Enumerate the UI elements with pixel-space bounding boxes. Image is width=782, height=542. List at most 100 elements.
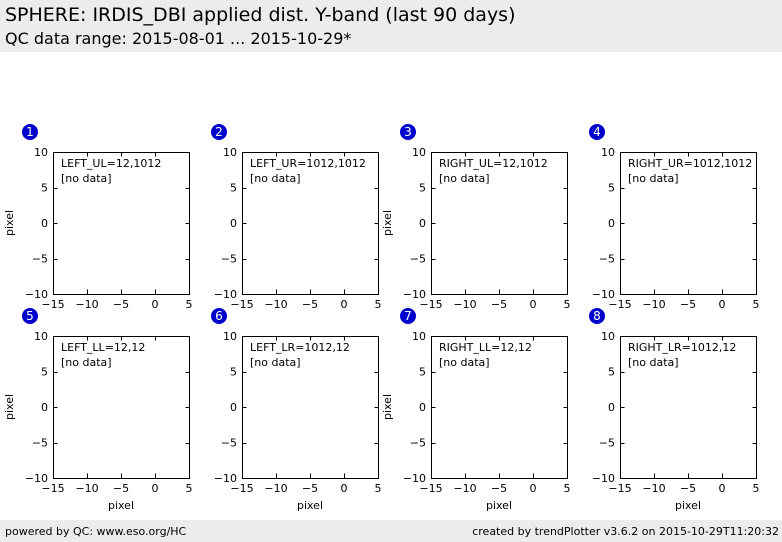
x-tick-label: −10 bbox=[75, 298, 98, 311]
y-tick-label: 10 bbox=[34, 146, 48, 159]
y-tick-label: −5 bbox=[410, 253, 426, 266]
y-tick-label: 0 bbox=[608, 401, 615, 414]
panel-annotation: LEFT_LR=1012,12 bbox=[250, 341, 350, 354]
y-tick-label: 10 bbox=[223, 330, 237, 343]
page-subtitle: QC data range: 2015-08-01 ... 2015-10-29… bbox=[5, 29, 352, 48]
panel-badge bbox=[211, 308, 227, 324]
y-tick-label: 0 bbox=[608, 217, 615, 230]
x-tick-label: −10 bbox=[75, 482, 98, 495]
x-tick-label: 0 bbox=[152, 482, 159, 495]
x-tick-label: −15 bbox=[419, 298, 442, 311]
x-tick-label: −15 bbox=[41, 482, 64, 495]
plot-frame bbox=[431, 152, 568, 295]
x-tick-label: 5 bbox=[375, 298, 382, 311]
x-tick-label: −5 bbox=[302, 298, 318, 311]
y-tick-label: −10 bbox=[592, 472, 615, 485]
y-tick-label: 5 bbox=[419, 182, 426, 195]
y-tick-label: 5 bbox=[41, 182, 48, 195]
x-tick-label: 5 bbox=[375, 482, 382, 495]
x-tick-label: −10 bbox=[264, 482, 287, 495]
y-tick-label: −10 bbox=[214, 288, 237, 301]
panel-annotation: RIGHT_UL=12,1012 bbox=[439, 157, 548, 170]
plot-frame bbox=[53, 336, 190, 479]
no-data-label: [no data] bbox=[628, 172, 679, 185]
x-tick-label: 5 bbox=[564, 482, 571, 495]
x-tick-label: 0 bbox=[719, 482, 726, 495]
x-tick-label: 5 bbox=[564, 298, 571, 311]
y-tick-label: −10 bbox=[403, 288, 426, 301]
panel-annotation: RIGHT_LR=1012,12 bbox=[628, 341, 736, 354]
x-tick-label: −10 bbox=[453, 482, 476, 495]
plot-frame bbox=[620, 152, 757, 295]
y-tick-label: 0 bbox=[230, 217, 237, 230]
y-tick-label: 5 bbox=[608, 366, 615, 379]
y-tick-label: −5 bbox=[221, 437, 237, 450]
no-data-label: [no data] bbox=[439, 172, 490, 185]
x-tick-label: −5 bbox=[302, 482, 318, 495]
y-tick-label: −5 bbox=[32, 253, 48, 266]
plot-frame bbox=[620, 336, 757, 479]
x-tick-label: −10 bbox=[264, 298, 287, 311]
y-tick-label: 0 bbox=[419, 401, 426, 414]
panel-annotation: RIGHT_UR=1012,1012 bbox=[628, 157, 752, 170]
x-tick-label: 0 bbox=[530, 482, 537, 495]
x-tick-label: −10 bbox=[642, 482, 665, 495]
y-tick-label: −5 bbox=[599, 437, 615, 450]
y-tick-label: 10 bbox=[34, 330, 48, 343]
panel-annotation: LEFT_UR=1012,1012 bbox=[250, 157, 366, 170]
panel-badge-label: 3 bbox=[404, 125, 412, 139]
panel-annotation: RIGHT_LL=12,12 bbox=[439, 341, 532, 354]
panel-badge bbox=[400, 124, 416, 140]
y-tick-label: −5 bbox=[599, 253, 615, 266]
panel-badge bbox=[589, 124, 605, 140]
x-tick-label: −15 bbox=[419, 482, 442, 495]
no-data-label: [no data] bbox=[250, 356, 301, 369]
x-tick-label: −15 bbox=[41, 298, 64, 311]
x-tick-label: 5 bbox=[753, 482, 760, 495]
page-footer: powered by QC: www.eso.org/HC created by… bbox=[0, 520, 782, 542]
x-tick-label: −10 bbox=[642, 298, 665, 311]
y-tick-label: −10 bbox=[25, 472, 48, 485]
x-axis-label: pixel bbox=[486, 499, 512, 512]
y-tick-label: 10 bbox=[223, 146, 237, 159]
x-tick-label: −5 bbox=[680, 298, 696, 311]
y-axis-label: pixel bbox=[381, 394, 394, 420]
y-tick-label: −5 bbox=[32, 437, 48, 450]
no-data-label: [no data] bbox=[250, 172, 301, 185]
footer-powered-by: powered by QC: www.eso.org/HC bbox=[5, 525, 187, 538]
x-tick-label: −15 bbox=[230, 482, 253, 495]
panel-badge bbox=[211, 124, 227, 140]
panel-badge bbox=[22, 308, 38, 324]
x-tick-label: −5 bbox=[113, 482, 129, 495]
y-tick-label: 5 bbox=[41, 366, 48, 379]
y-tick-label: −10 bbox=[592, 288, 615, 301]
x-tick-label: 0 bbox=[341, 298, 348, 311]
y-tick-label: −10 bbox=[214, 472, 237, 485]
panel-badge-label: 7 bbox=[404, 309, 412, 323]
panel-badge bbox=[589, 308, 605, 324]
no-data-label: [no data] bbox=[61, 172, 112, 185]
x-tick-label: 0 bbox=[152, 298, 159, 311]
y-tick-label: 5 bbox=[230, 366, 237, 379]
y-axis-label: pixel bbox=[3, 210, 16, 236]
y-tick-label: −10 bbox=[403, 472, 426, 485]
y-tick-label: 0 bbox=[230, 401, 237, 414]
x-tick-label: −15 bbox=[608, 482, 631, 495]
y-tick-label: −10 bbox=[25, 288, 48, 301]
footer-created-by: created by trendPlotter v3.6.2 on 2015-1… bbox=[472, 525, 779, 538]
x-tick-label: −5 bbox=[680, 482, 696, 495]
panel-badge-label: 2 bbox=[215, 125, 223, 139]
x-tick-label: 0 bbox=[341, 482, 348, 495]
no-data-label: [no data] bbox=[61, 356, 112, 369]
x-tick-label: −10 bbox=[453, 298, 476, 311]
x-axis-label: pixel bbox=[297, 499, 323, 512]
panel-badge-label: 6 bbox=[215, 309, 223, 323]
y-axis-label: pixel bbox=[381, 210, 394, 236]
x-tick-label: −5 bbox=[491, 298, 507, 311]
y-tick-label: 10 bbox=[601, 330, 615, 343]
panel-badge-label: 4 bbox=[593, 125, 601, 139]
panel-annotation: LEFT_LL=12,12 bbox=[61, 341, 145, 354]
page-header: SPHERE: IRDIS_DBI applied dist. Y-band (… bbox=[0, 0, 782, 52]
y-tick-label: 0 bbox=[419, 217, 426, 230]
